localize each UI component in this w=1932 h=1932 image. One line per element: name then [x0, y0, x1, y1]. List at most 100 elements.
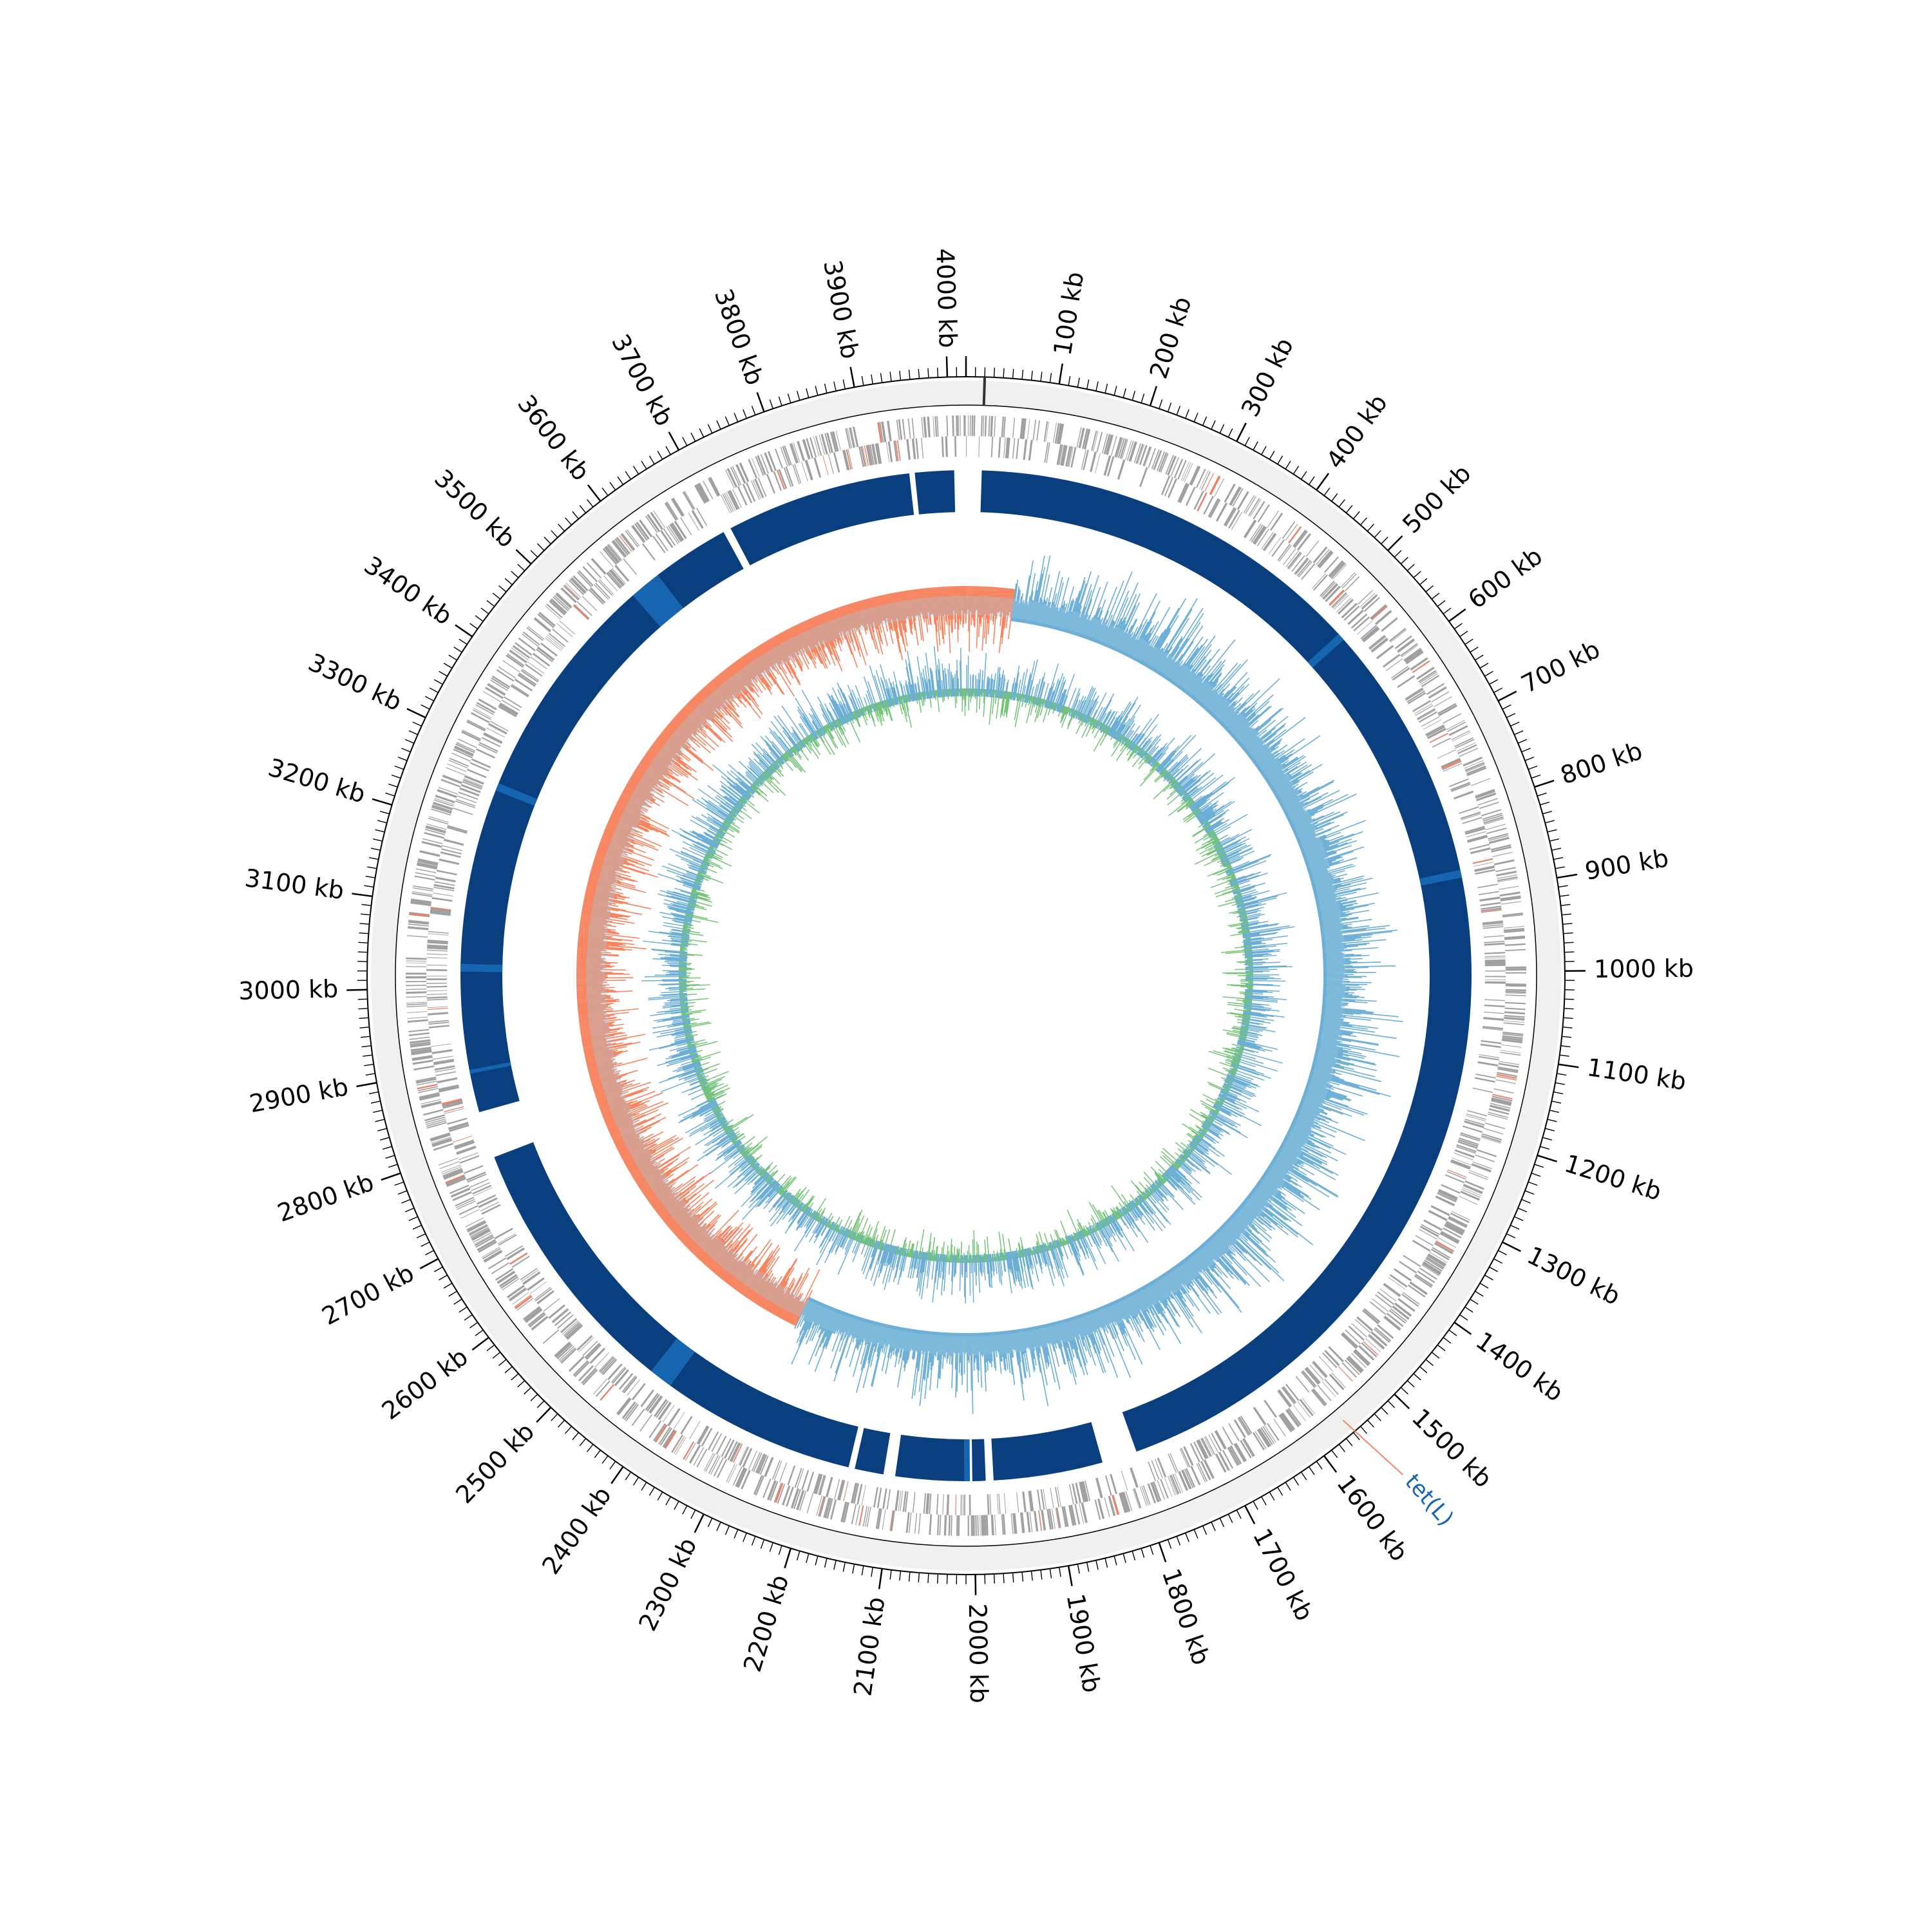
cds-feature: [1362, 1309, 1379, 1325]
minor-tick: [1493, 687, 1503, 694]
gc-skew-bar: [1296, 832, 1316, 841]
cds-feature: [799, 1491, 807, 1511]
cds-feature: [753, 1475, 763, 1495]
cds-feature: [526, 627, 544, 641]
cds-feature: [551, 598, 567, 613]
gc-skew-bar: [1069, 603, 1080, 634]
gc-skew-bar: [974, 586, 976, 628]
minor-tick: [433, 679, 443, 685]
cds-feature: [1403, 1255, 1421, 1267]
gc-skew-bar: [975, 586, 978, 611]
minor-tick: [379, 1137, 390, 1141]
cds-feature: [578, 570, 594, 587]
cds-feature: [508, 1287, 526, 1300]
gc-skew-bar: [1249, 739, 1275, 759]
gc-skew-bar: [1276, 788, 1294, 799]
cds-feature: [1183, 1446, 1194, 1466]
cds-feature: [600, 551, 614, 567]
gc-skew-bar: [1101, 627, 1109, 645]
gc-skew-bar: [1160, 659, 1173, 677]
gc-skew-bar: [1289, 806, 1323, 824]
gc-skew-bar: [1151, 643, 1168, 670]
cds-feature: [459, 1205, 478, 1215]
cds-feature: [1338, 1366, 1353, 1382]
minor-tick: [385, 792, 395, 797]
minor-tick: [1269, 450, 1275, 460]
cds-feature: [1331, 592, 1347, 608]
gc-skew-bar: [1300, 838, 1325, 849]
cds-feature: [987, 1494, 990, 1515]
cds-feature: [958, 1515, 960, 1536]
cds-feature: [1285, 1383, 1300, 1401]
cds-feature: [439, 1086, 460, 1093]
cds-feature: [1055, 1486, 1060, 1508]
gc-skew-bar: [1196, 672, 1222, 703]
cds-feature: [1264, 1425, 1276, 1443]
cds-feature: [1361, 626, 1379, 641]
minor-tick: [412, 721, 422, 727]
cds-feature: [1419, 1226, 1439, 1238]
gc-skew-bar: [981, 586, 987, 651]
cds-feature: [428, 1025, 450, 1028]
cds-feature: [1164, 1477, 1173, 1497]
major-tick: [356, 1082, 377, 1088]
cds-feature: [1311, 573, 1326, 589]
gc-skew-bar: [1198, 683, 1218, 705]
cds-feature: [430, 1132, 450, 1140]
cds-feature: [759, 1455, 769, 1475]
minor-tick: [1545, 1128, 1555, 1132]
cds-feature: [1081, 449, 1086, 470]
cds-feature: [1150, 1482, 1160, 1502]
minor-tick: [1211, 1522, 1216, 1531]
cds-feature: [1484, 818, 1504, 825]
cds-feature: [1467, 835, 1488, 842]
cds-feature: [1481, 1040, 1502, 1045]
minor-tick: [1219, 424, 1225, 433]
cds-feature: [1329, 562, 1345, 578]
cds-feature: [481, 737, 501, 748]
cds-feature: [1455, 739, 1475, 749]
gc-skew-bar: [1108, 582, 1139, 649]
cds-feature: [1423, 719, 1442, 730]
cds-feature: [1423, 1219, 1443, 1231]
gc-skew-bar: [1067, 576, 1086, 634]
gc-skew-bar: [1291, 817, 1312, 828]
cds-feature: [421, 1101, 442, 1108]
cds-feature: [1441, 759, 1461, 770]
cds-feature: [1016, 1492, 1019, 1513]
cds-feature: [1245, 496, 1256, 515]
cds-feature: [1492, 1095, 1513, 1102]
gc-skew-bar: [999, 587, 1004, 618]
cds-feature: [694, 484, 706, 504]
major-tick: [1454, 1321, 1472, 1335]
cds-feature: [608, 544, 623, 560]
cds-feature: [784, 445, 792, 466]
cds-feature: [1379, 1288, 1397, 1302]
cds-feature: [1493, 859, 1515, 866]
minor-tick: [1553, 1091, 1564, 1095]
cds-feature: [1204, 1435, 1216, 1455]
gc-skew-bar: [1121, 634, 1132, 654]
cds-feature: [1464, 1120, 1484, 1128]
minor-tick: [908, 1571, 911, 1582]
cds-feature: [1492, 851, 1513, 857]
cds-feature: [767, 451, 777, 471]
minor-tick: [641, 460, 647, 469]
cds-feature: [595, 582, 611, 599]
minor-tick: [1564, 942, 1574, 943]
cds-feature: [1174, 1473, 1183, 1493]
cds-feature: [886, 1489, 891, 1510]
cds-feature: [1487, 1113, 1508, 1120]
cds-feature: [437, 1077, 458, 1084]
cds-feature: [417, 862, 438, 868]
cds-feature: [574, 604, 590, 619]
cds-feature: [869, 444, 875, 465]
minor-tick: [425, 696, 435, 701]
tick-label: 2800 kb: [274, 1168, 377, 1227]
cds-feature: [806, 438, 813, 459]
cds-feature: [898, 1490, 902, 1511]
minor-tick: [421, 704, 430, 710]
cds-feature: [662, 1405, 675, 1423]
cds-feature: [1484, 981, 1506, 984]
cds-feature: [1500, 1052, 1521, 1056]
